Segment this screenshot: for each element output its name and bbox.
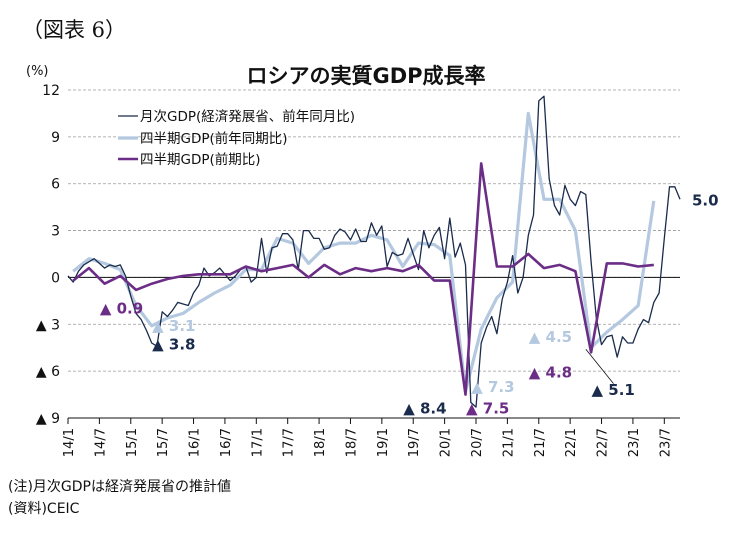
annotation-label: ▲ 4.5 <box>529 328 572 346</box>
y-tick-label: 9 <box>51 130 60 146</box>
legend-label-3: 四半期GDP(前期比) <box>140 151 261 168</box>
series-line-2 <box>72 111 656 393</box>
y-tick-label: 12 <box>42 83 60 99</box>
x-tick-label: 17/7 <box>282 428 297 457</box>
legend-label-2: 四半期GDP(前年同期比) <box>140 130 288 147</box>
x-tick-label: 14/1 <box>62 428 77 457</box>
figure-label: （図表 6） <box>22 18 127 42</box>
series-layer: 5.0 <box>67 95 719 408</box>
annotation-leader <box>585 349 614 384</box>
annotation-label: ▲ 3.8 <box>152 336 195 354</box>
annotation-label: ▲ 8.4 <box>403 400 446 418</box>
x-tick-label: 20/7 <box>470 428 485 457</box>
x-tick-label: 18/7 <box>344 428 359 457</box>
footnote: (注)月次GDPは経済発展省の推計値 <box>8 479 231 495</box>
y-unit-label: (%) <box>26 64 49 79</box>
x-tick-label: 20/1 <box>439 428 454 457</box>
chart-title: ロシアの実質GDP成長率 <box>246 64 486 88</box>
x-tick-label: 23/7 <box>658 428 673 457</box>
x-tick-label: 23/1 <box>627 428 642 457</box>
legend: 月次GDP(経済発展省、前年同月比) 四半期GDP(前年同期比) 四半期GDP(前期… <box>118 108 355 168</box>
annotation-label: ▲ 5.1 <box>592 381 635 399</box>
y-tick-label: 6 <box>51 177 60 193</box>
series-line-1 <box>67 95 681 408</box>
x-tick-label: 16/7 <box>219 428 234 457</box>
x-tick-label: 19/7 <box>407 428 422 457</box>
annotation-label: ▲ 3.1 <box>152 317 195 335</box>
x-tick-label: 17/1 <box>250 428 265 457</box>
y-tick-label: ▲ 3 <box>36 317 60 333</box>
annotations: ▲ 0.9 ▲ 3.1▲ 3.8 ▲ 8.4 ▲ 7.3 ▲ 7.5 ▲ 4.5 ▲ 4.8… <box>100 300 635 418</box>
x-tick-label: 14/7 <box>93 428 108 457</box>
y-tick-label: ▲ 9 <box>36 411 60 427</box>
x-tick-label: 15/1 <box>125 428 140 457</box>
x-tick-label: 16/1 <box>188 428 203 457</box>
annotation-label: ▲ 4.8 <box>529 364 572 382</box>
x-tick-label: 19/1 <box>376 428 391 457</box>
axes: 12 9 6 3 0 ▲ 3 ▲ 6 ▲ 914/1 14/7 15/1 15/7 16/1 16/7 1… <box>36 83 680 457</box>
legend-label-1: 月次GDP(経済発展省、前年同月比) <box>140 108 355 125</box>
y-tick-label: 3 <box>51 224 60 240</box>
x-tick-label: 22/1 <box>564 428 579 457</box>
y-tick-label: ▲ 6 <box>36 364 60 380</box>
x-tick-label: 15/7 <box>156 428 171 457</box>
x-tick-label: 21/1 <box>501 428 516 457</box>
x-tick-label: 21/7 <box>533 428 548 457</box>
annotation-label: ▲ 0.9 <box>100 300 143 318</box>
x-tick-label: 22/7 <box>596 428 611 457</box>
annotation-label: ▲ 7.3 <box>471 378 514 396</box>
x-tick-label: 18/1 <box>313 428 328 457</box>
series-line-3 <box>72 162 654 396</box>
annotation-label: ▲ 7.5 <box>466 400 509 418</box>
y-tick-label: 0 <box>51 270 60 286</box>
series-end-label: 5.0 <box>692 191 719 209</box>
source-note: (資料)CEIC <box>8 501 80 517</box>
